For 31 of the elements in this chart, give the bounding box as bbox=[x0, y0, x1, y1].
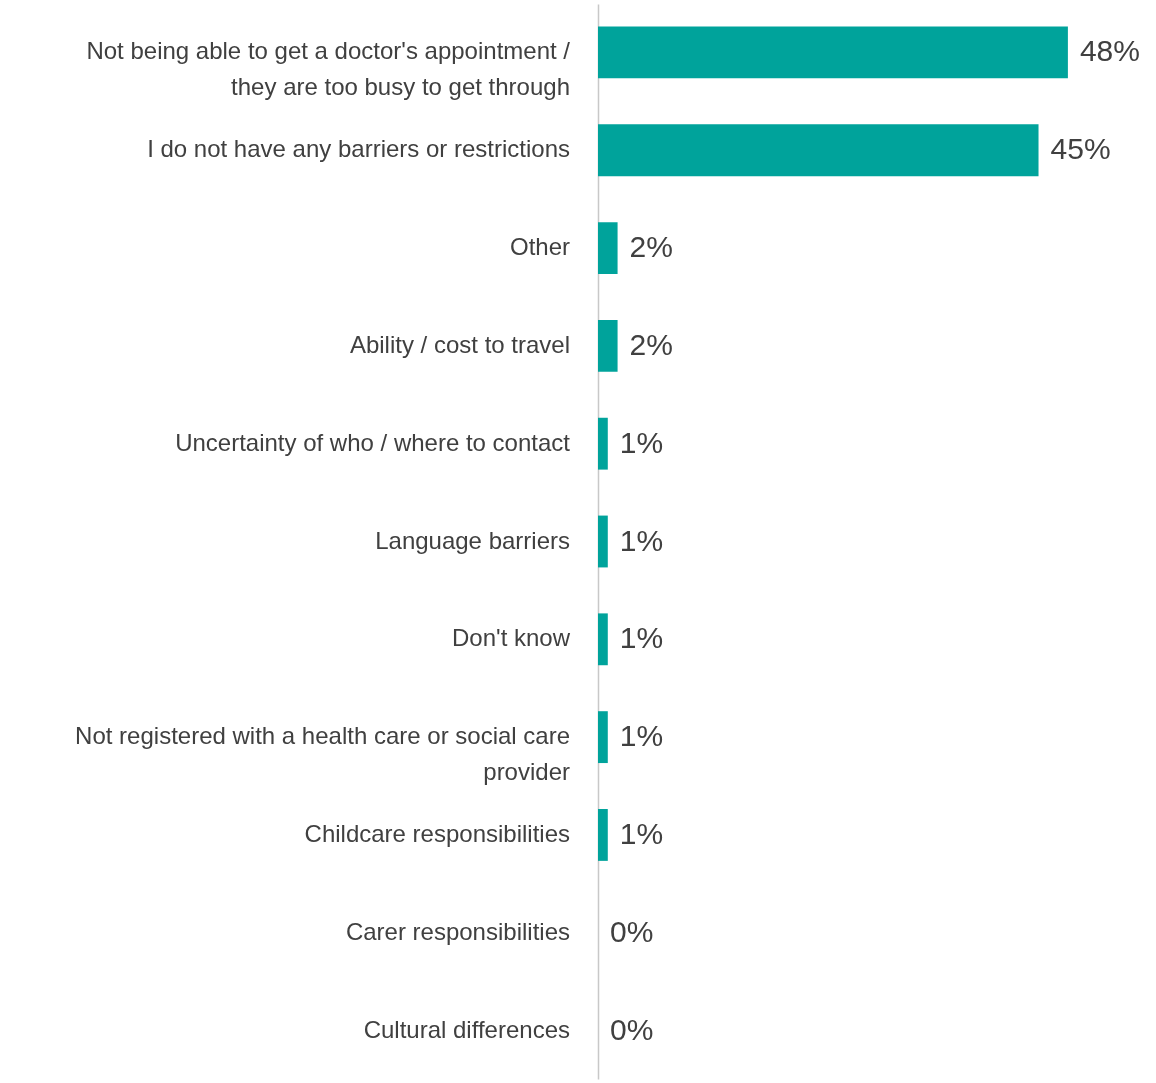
bar bbox=[598, 515, 608, 568]
data-label: 0% bbox=[610, 1012, 654, 1046]
data-label: 1% bbox=[619, 816, 664, 850]
data-label: 2% bbox=[629, 230, 673, 264]
data-label: 1% bbox=[619, 621, 664, 655]
bar bbox=[598, 809, 608, 861]
data-label: 1% bbox=[619, 719, 664, 753]
y-tick-label: Other bbox=[509, 233, 570, 261]
bar bbox=[598, 711, 608, 764]
data-label: 45% bbox=[1050, 132, 1111, 166]
y-tick-label: Not registered with a health care or social care provider bbox=[75, 722, 570, 786]
data-label: 48% bbox=[1079, 34, 1140, 68]
bar bbox=[598, 124, 1039, 177]
bar bbox=[598, 417, 608, 470]
y-tick-label: Uncertainty of who / where to contact bbox=[175, 428, 571, 456]
y-tick-label: Language barriers bbox=[375, 526, 570, 554]
data-label: 1% bbox=[619, 523, 664, 557]
bar bbox=[598, 222, 618, 274]
y-tick-label: Ability / cost to travel bbox=[349, 330, 570, 358]
y-tick-label: Don't know bbox=[452, 624, 571, 652]
y-tick-label: Childcare responsibilities bbox=[304, 819, 570, 847]
y-tick-label: Carer responsibilities bbox=[345, 917, 570, 945]
bar bbox=[598, 319, 618, 372]
data-label: 1% bbox=[619, 425, 664, 459]
y-tick-label: Not being able to get a doctor's appointment / they are too busy to get through bbox=[86, 37, 571, 101]
bar bbox=[598, 26, 1068, 79]
bar bbox=[598, 613, 608, 666]
y-tick-label: I do not have any barriers or restrictions bbox=[147, 135, 570, 163]
y-tick-label: Cultural differences bbox=[363, 1015, 570, 1043]
data-label: 0% bbox=[610, 914, 654, 948]
data-label: 2% bbox=[629, 327, 673, 361]
